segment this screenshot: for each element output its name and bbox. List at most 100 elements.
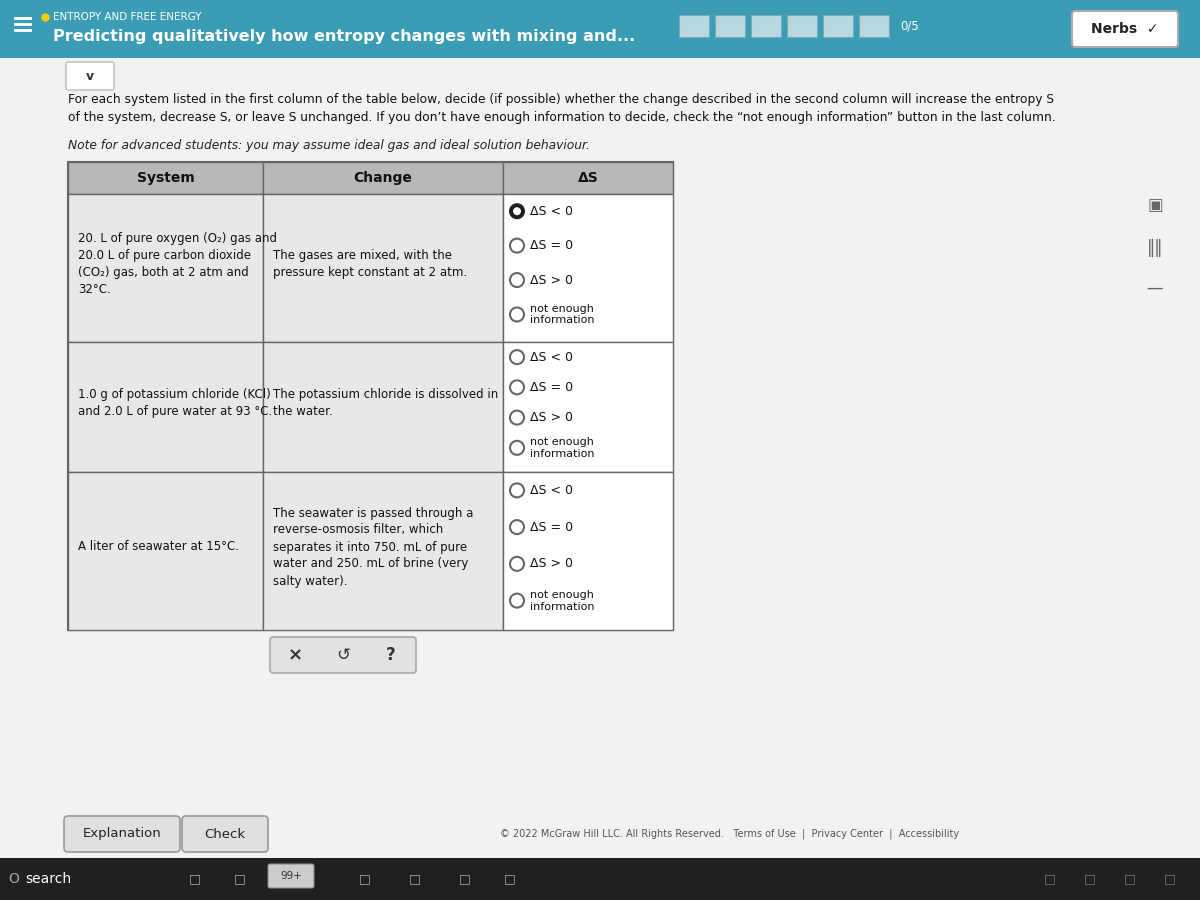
Text: ΔS = 0: ΔS = 0 xyxy=(530,239,574,252)
FancyBboxPatch shape xyxy=(1072,11,1178,47)
Text: of the system, decrease S, or leave S unchanged. If you don’t have enough inform: of the system, decrease S, or leave S un… xyxy=(68,112,1056,124)
Text: The seawater is passed through a: The seawater is passed through a xyxy=(274,507,473,519)
Circle shape xyxy=(510,594,524,608)
Text: ΔS = 0: ΔS = 0 xyxy=(530,520,574,534)
Text: Explanation: Explanation xyxy=(83,827,161,841)
FancyBboxPatch shape xyxy=(268,864,314,888)
FancyBboxPatch shape xyxy=(263,342,503,472)
Text: ΔS < 0: ΔS < 0 xyxy=(530,484,574,497)
Text: reverse-osmosis filter, which: reverse-osmosis filter, which xyxy=(274,524,443,536)
Text: 20. L of pure oxygen (O₂) gas and: 20. L of pure oxygen (O₂) gas and xyxy=(78,232,277,245)
FancyBboxPatch shape xyxy=(263,194,503,342)
Text: 32°C.: 32°C. xyxy=(78,283,110,296)
Text: search: search xyxy=(25,872,71,886)
Text: pressure kept constant at 2 atm.: pressure kept constant at 2 atm. xyxy=(274,266,467,279)
Text: □: □ xyxy=(1044,872,1056,886)
FancyBboxPatch shape xyxy=(787,15,817,37)
Text: 99+: 99+ xyxy=(280,871,302,881)
FancyBboxPatch shape xyxy=(182,816,268,852)
Text: ×: × xyxy=(288,646,302,664)
Circle shape xyxy=(510,381,524,394)
FancyBboxPatch shape xyxy=(751,15,781,37)
Text: and 2.0 L of pure water at 93 °C.: and 2.0 L of pure water at 93 °C. xyxy=(78,405,272,418)
Text: © 2022 McGraw Hill LLC. All Rights Reserved.   Terms of Use  |  Privacy Center  : © 2022 McGraw Hill LLC. All Rights Reser… xyxy=(500,829,960,839)
Text: information: information xyxy=(530,601,594,612)
Text: □: □ xyxy=(289,872,301,886)
Text: ΔS > 0: ΔS > 0 xyxy=(530,274,574,286)
Text: information: information xyxy=(530,449,594,459)
FancyBboxPatch shape xyxy=(0,0,1200,58)
Text: ?: ? xyxy=(386,646,396,664)
Text: information: information xyxy=(530,316,594,326)
Circle shape xyxy=(510,410,524,425)
Text: water and 250. mL of brine (very: water and 250. mL of brine (very xyxy=(274,557,468,571)
Circle shape xyxy=(510,350,524,365)
Circle shape xyxy=(510,273,524,287)
Text: ΔS: ΔS xyxy=(577,171,599,185)
Text: Predicting qualitatively how entropy changes with mixing and...: Predicting qualitatively how entropy cha… xyxy=(53,29,635,43)
Text: □: □ xyxy=(460,872,470,886)
Text: Change: Change xyxy=(354,171,413,185)
Circle shape xyxy=(510,308,524,321)
Text: □: □ xyxy=(409,872,421,886)
Text: ↺: ↺ xyxy=(336,646,350,664)
Text: Note for advanced students: you may assume ideal gas and ideal solution behaviou: Note for advanced students: you may assu… xyxy=(68,140,589,152)
Text: □: □ xyxy=(1124,872,1136,886)
Text: □: □ xyxy=(234,872,246,886)
Text: ENTROPY AND FREE ENERGY: ENTROPY AND FREE ENERGY xyxy=(53,12,202,22)
Text: ‖‖: ‖‖ xyxy=(1147,239,1163,257)
FancyBboxPatch shape xyxy=(859,15,889,37)
Text: Nerbs  ✓: Nerbs ✓ xyxy=(1091,22,1159,36)
Text: ΔS < 0: ΔS < 0 xyxy=(530,204,574,218)
Circle shape xyxy=(510,204,524,218)
Text: ΔS < 0: ΔS < 0 xyxy=(530,351,574,364)
Circle shape xyxy=(510,238,524,253)
FancyBboxPatch shape xyxy=(68,472,263,630)
Text: □: □ xyxy=(504,872,516,886)
Text: The gases are mixed, with the: The gases are mixed, with the xyxy=(274,249,452,262)
Text: —: — xyxy=(1147,279,1163,297)
Text: 1.0 g of potassium chloride (KCl): 1.0 g of potassium chloride (KCl) xyxy=(78,388,271,401)
Text: v: v xyxy=(86,69,94,83)
FancyBboxPatch shape xyxy=(68,162,673,630)
FancyBboxPatch shape xyxy=(823,15,853,37)
FancyBboxPatch shape xyxy=(263,162,503,194)
Circle shape xyxy=(510,520,524,534)
Text: □: □ xyxy=(359,872,371,886)
FancyBboxPatch shape xyxy=(503,342,673,472)
Text: ΔS > 0: ΔS > 0 xyxy=(530,557,574,571)
FancyBboxPatch shape xyxy=(68,194,263,342)
Text: 20.0 L of pure carbon dioxide: 20.0 L of pure carbon dioxide xyxy=(78,249,251,262)
Text: □: □ xyxy=(1084,872,1096,886)
Text: the water.: the water. xyxy=(274,405,332,418)
Text: ΔS = 0: ΔS = 0 xyxy=(530,381,574,394)
FancyBboxPatch shape xyxy=(64,816,180,852)
FancyBboxPatch shape xyxy=(503,162,673,194)
FancyBboxPatch shape xyxy=(263,472,503,630)
Text: salty water).: salty water). xyxy=(274,574,348,588)
Text: ΔS > 0: ΔS > 0 xyxy=(530,411,574,424)
Text: A liter of seawater at 15°C.: A liter of seawater at 15°C. xyxy=(78,541,239,554)
Text: The potassium chloride is dissolved in: The potassium chloride is dissolved in xyxy=(274,388,498,401)
Circle shape xyxy=(510,483,524,498)
FancyBboxPatch shape xyxy=(66,62,114,90)
Text: □: □ xyxy=(1164,872,1176,886)
Circle shape xyxy=(510,557,524,571)
FancyBboxPatch shape xyxy=(679,15,709,37)
Text: not enough: not enough xyxy=(530,590,594,600)
Text: not enough: not enough xyxy=(530,304,594,314)
Text: System: System xyxy=(137,171,194,185)
Text: O: O xyxy=(8,872,19,886)
FancyBboxPatch shape xyxy=(0,58,1200,858)
FancyBboxPatch shape xyxy=(503,472,673,630)
Text: not enough: not enough xyxy=(530,437,594,447)
FancyBboxPatch shape xyxy=(0,858,1200,900)
Text: ▣: ▣ xyxy=(1147,196,1163,214)
FancyBboxPatch shape xyxy=(68,162,263,194)
FancyBboxPatch shape xyxy=(715,15,745,37)
Circle shape xyxy=(510,441,524,454)
Text: separates it into 750. mL of pure: separates it into 750. mL of pure xyxy=(274,541,467,554)
Text: For each system listed in the first column of the table below, decide (if possib: For each system listed in the first colu… xyxy=(68,94,1054,106)
Text: 0/5: 0/5 xyxy=(900,20,919,32)
Text: Check: Check xyxy=(204,827,246,841)
